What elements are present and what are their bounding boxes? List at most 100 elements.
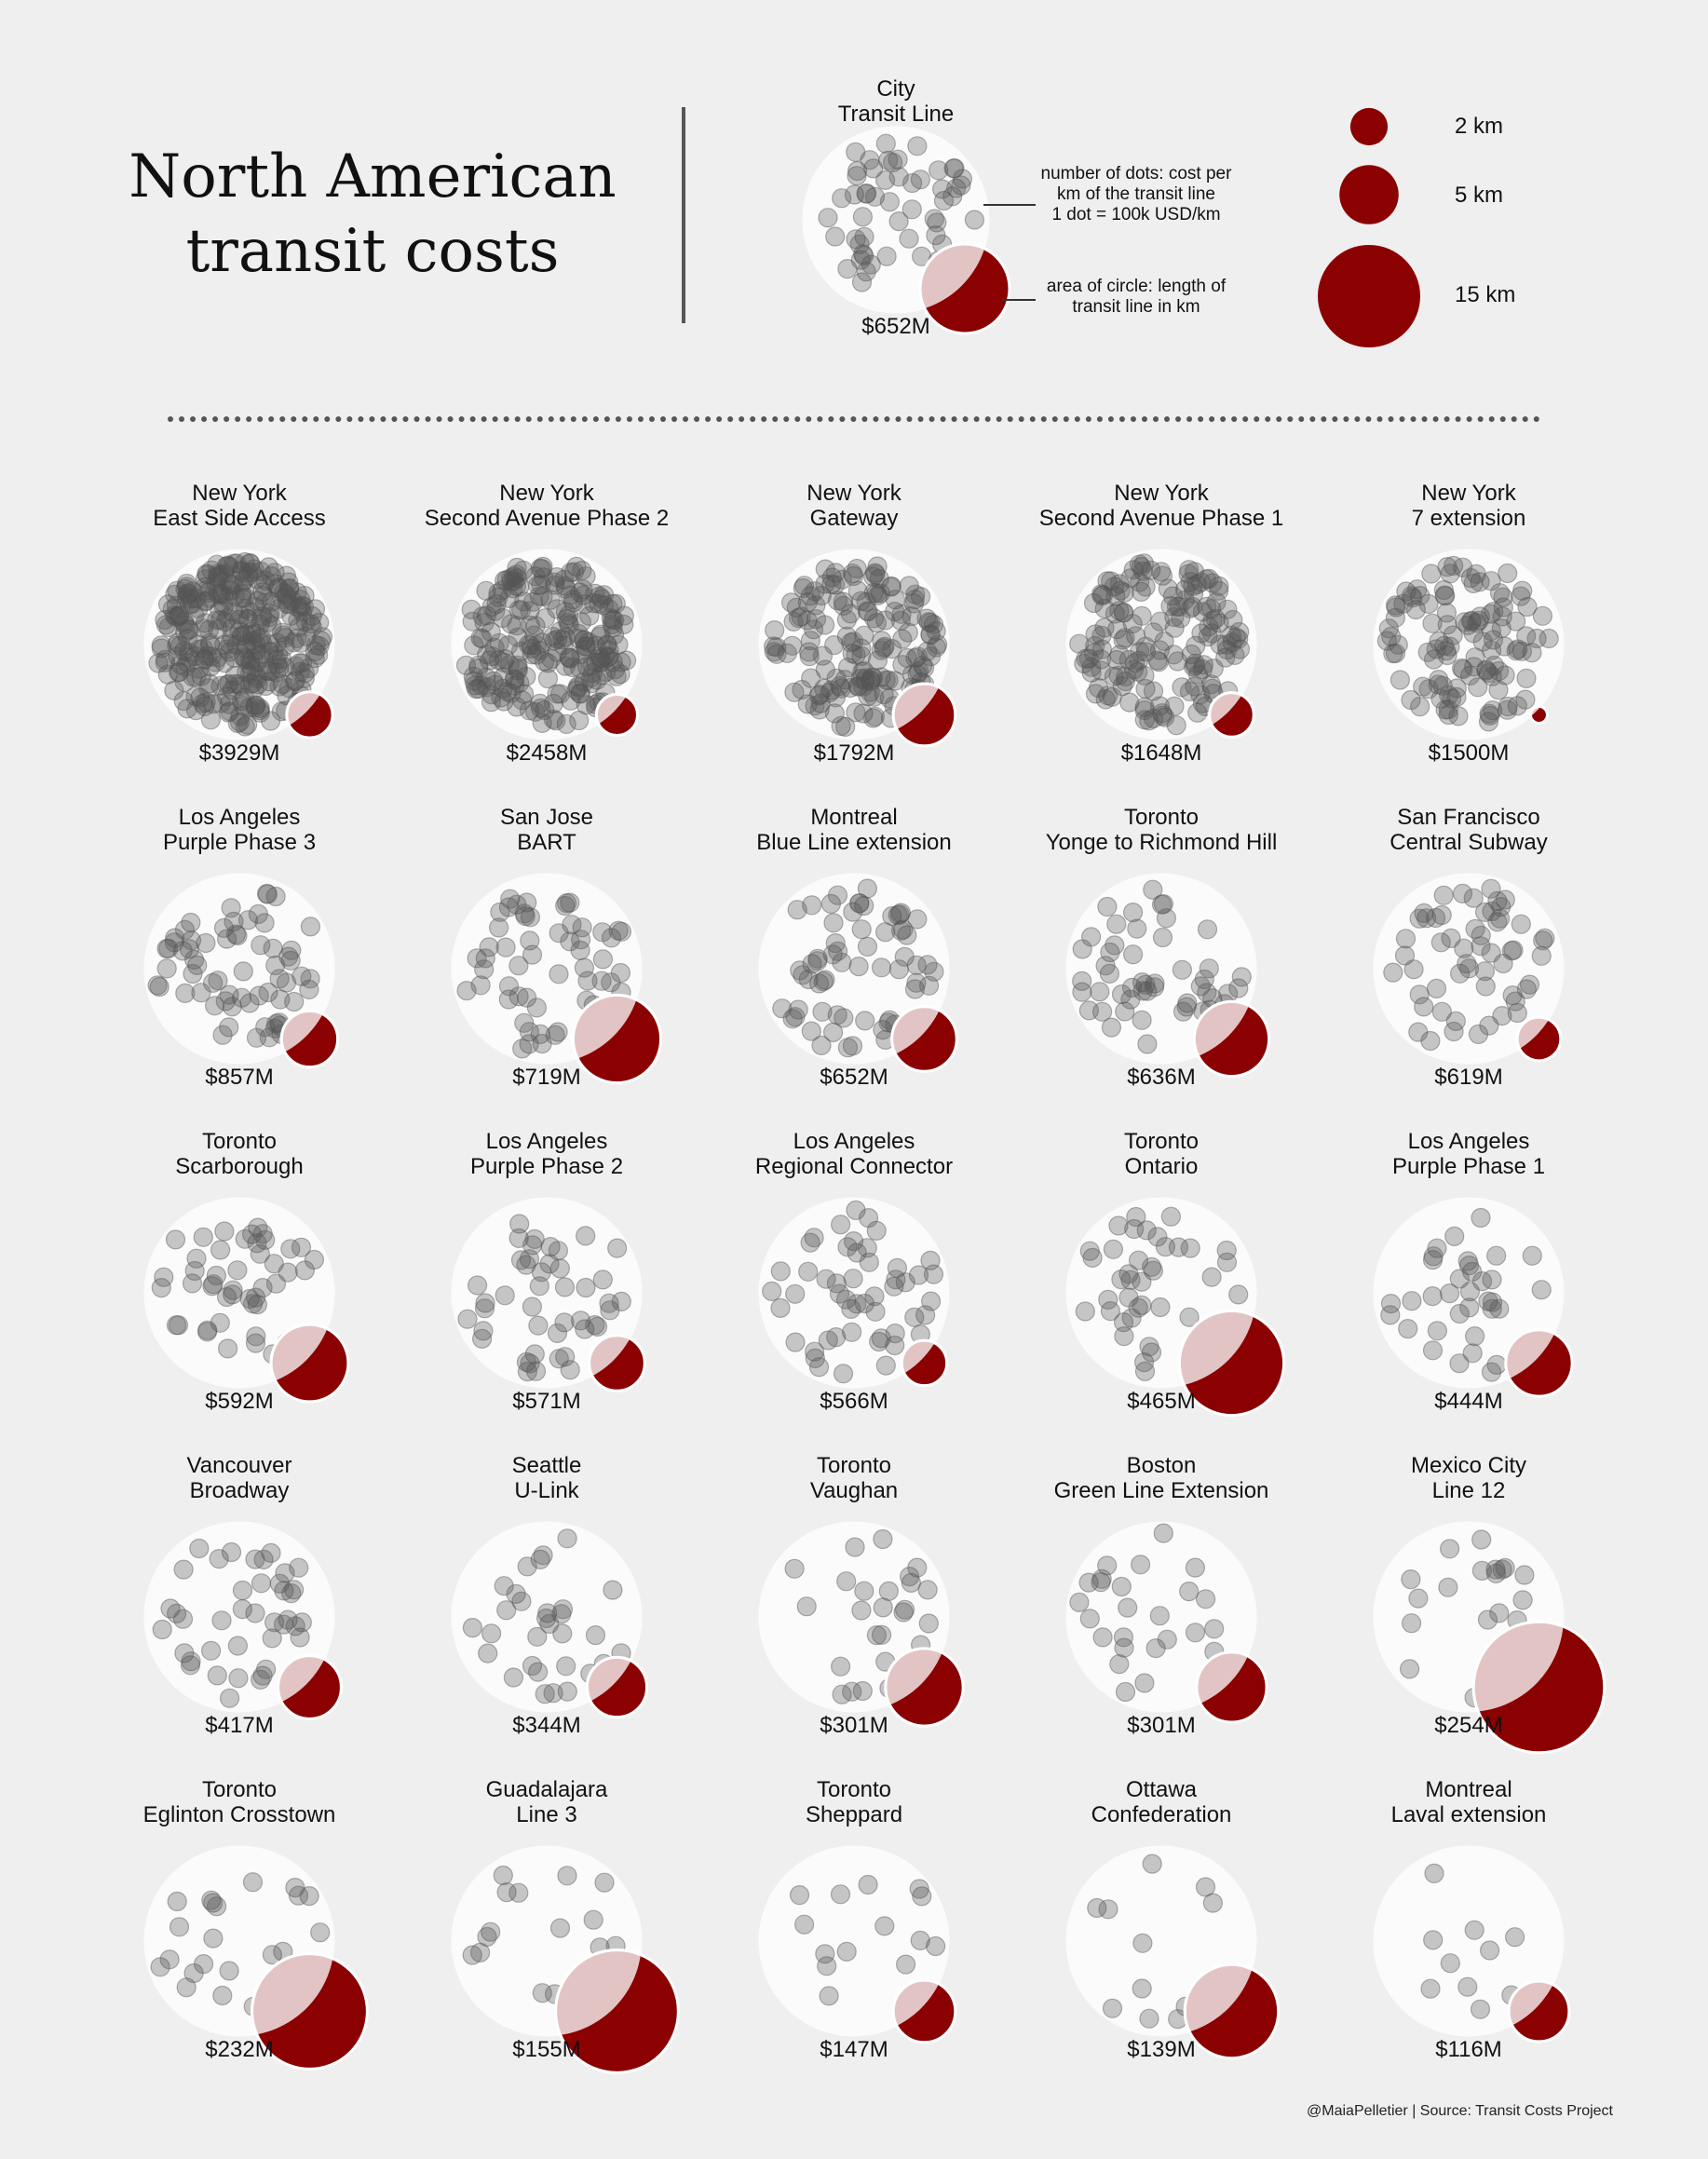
cost-dot: [1462, 1343, 1483, 1364]
cost-dot: [895, 1272, 915, 1293]
cost-dot: [815, 574, 835, 594]
cost-dot: [1091, 639, 1113, 659]
cost-dot: [156, 938, 177, 959]
cost-dot: [928, 634, 948, 655]
cost-dot: [280, 1239, 301, 1259]
cost-dot: [242, 647, 264, 669]
cost-dot: [178, 642, 198, 662]
cost-dot: [221, 898, 241, 918]
cost-dot: [239, 1288, 260, 1310]
cost-dot: [1487, 912, 1508, 932]
cost-dot: [1104, 577, 1125, 597]
cost-dot: [553, 569, 575, 590]
cost-dot: [475, 1293, 495, 1313]
cost-dot: [237, 638, 257, 659]
cost-dot: [923, 1264, 944, 1284]
cost-dot: [500, 568, 522, 589]
cost-dot: [208, 565, 228, 586]
cost-dot: [1137, 981, 1158, 1001]
cost-dot: [1118, 1597, 1138, 1618]
cost-dot: [549, 1918, 571, 1938]
cost-dot: [501, 683, 522, 703]
cost-dot: [206, 1265, 226, 1286]
cost-dot: [1488, 680, 1509, 700]
cost-dot: [184, 645, 205, 667]
cost-dot: [554, 1312, 575, 1333]
cost-dot: [200, 635, 221, 656]
cost-dot: [507, 568, 527, 589]
cost-dot: [513, 591, 535, 612]
cost-dot: [272, 673, 292, 695]
cost-dot: [964, 210, 985, 230]
cost-dot: [174, 1643, 195, 1663]
cost-dot: [1083, 643, 1105, 663]
cost-dot: [208, 564, 228, 584]
cost-dot: [905, 584, 926, 604]
cost-dot: [849, 893, 870, 914]
cost-dot: [170, 635, 191, 656]
cost-dot: [281, 940, 302, 960]
cost-dot: [1504, 1927, 1525, 1948]
transit-glyph: [1065, 549, 1257, 740]
cost-dot: [1179, 1581, 1200, 1602]
cost-dot: [855, 668, 875, 688]
cost-dot: [259, 606, 279, 628]
cost-dot: [1507, 696, 1527, 716]
cost-dot: [792, 679, 812, 700]
cost-dot: [1439, 1539, 1460, 1559]
cost-dot: [784, 682, 805, 702]
cost-dot: [1164, 696, 1185, 716]
cost-dot: [1483, 630, 1504, 650]
cost-dot: [245, 1333, 266, 1353]
cost-dot: [537, 668, 559, 689]
cost-dot: [800, 586, 820, 606]
cost-dot: [1118, 649, 1139, 670]
cost-dot: [514, 903, 535, 924]
cost-dot: [240, 663, 261, 684]
cost-dot: [865, 1301, 886, 1322]
cost-dot: [1180, 1238, 1200, 1258]
cost-dot: [195, 696, 215, 717]
cost-dot: [1482, 1270, 1502, 1290]
cost-dot: [1464, 1920, 1484, 1940]
cost-dot: [780, 592, 802, 613]
cost-dot: [1078, 648, 1099, 669]
cost-dot: [481, 596, 502, 618]
cost-dot: [196, 591, 216, 611]
transit-glyph: [143, 1845, 369, 2071]
cost-dot: [233, 572, 253, 592]
cost-dot: [520, 930, 540, 951]
cost-dot: [1168, 1237, 1189, 1257]
cost-dot: [561, 690, 581, 711]
cost-dot: [197, 582, 218, 604]
transit-cost: $444M: [1434, 1389, 1503, 1414]
cost-dot: [190, 687, 210, 708]
cost-dot: [1427, 1238, 1447, 1258]
cost-dot: [557, 1681, 577, 1702]
cost-dot: [497, 681, 518, 702]
cost-dot: [596, 635, 617, 656]
cost-dot: [1435, 699, 1456, 720]
cost-dot: [556, 1656, 576, 1677]
cost-dot: [782, 1009, 803, 1029]
cost-dot: [548, 1022, 568, 1042]
cost-dot: [791, 606, 811, 627]
cost-dot: [832, 1684, 852, 1704]
cost-dot: [189, 659, 210, 679]
transit-line-name: Second Avenue Phase 1: [1038, 506, 1284, 531]
cost-dot: [1406, 579, 1428, 600]
cost-dot: [290, 597, 310, 618]
cost-dot: [1185, 653, 1206, 673]
cost-dot: [533, 586, 553, 607]
cost-dot: [893, 1602, 914, 1623]
cost-dot: [235, 599, 255, 619]
cost-dot: [906, 972, 927, 993]
cost-dot: [1095, 956, 1116, 976]
cost-dot: [1481, 1362, 1502, 1382]
cost-dot: [1183, 583, 1204, 604]
cost-dot: [197, 564, 217, 584]
cost-dot: [1139, 2008, 1159, 2029]
cost-dot: [1172, 677, 1192, 698]
cost-dot: [849, 893, 870, 914]
cost-dot: [1149, 1606, 1170, 1626]
